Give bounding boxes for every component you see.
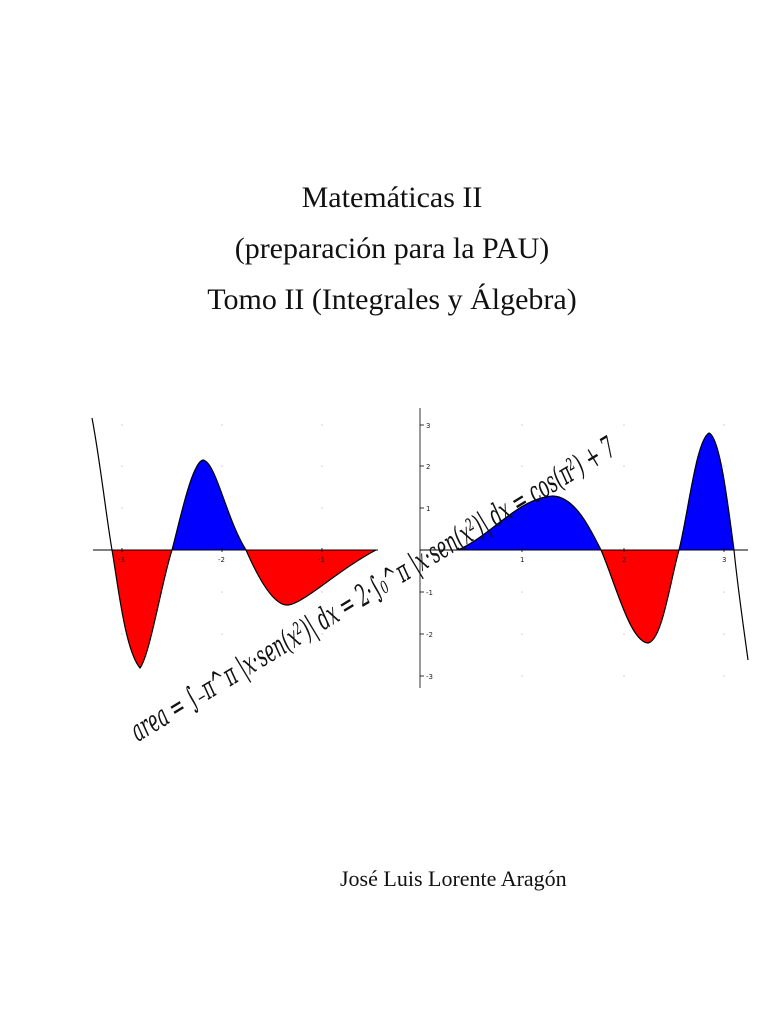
right-negative-lobe <box>601 550 679 643</box>
right-y-tick-neg2: -2 <box>426 631 433 639</box>
right-y-tick-1: 1 <box>426 505 430 513</box>
title-block: Matemáticas II (preparación para la PAU)… <box>0 172 768 325</box>
right-x-tick-1: 1 <box>520 556 524 564</box>
left-curve <box>91 417 377 669</box>
right-x-tick-3: 3 <box>722 556 726 564</box>
title-line-1: Matemáticas II <box>301 181 483 214</box>
right-y-tick-neg1: -1 <box>426 589 433 597</box>
cover-illustration: 3 2 1 -1 -2 -3 -3 -2 -1 1 2 3 area = ∫₋π… <box>91 408 749 749</box>
right-positive-lobe-1 <box>458 496 601 550</box>
right-y-tick-neg3: -3 <box>426 673 433 681</box>
right-curve <box>457 432 749 661</box>
right-y-tick-3: 3 <box>426 422 430 430</box>
right-x-tick-2: 2 <box>622 556 626 564</box>
right-y-tick-2: 2 <box>426 463 430 471</box>
title-line-3: Tomo II (Integrales y Álgebra) <box>207 283 577 316</box>
left-x-tick-neg2: -2 <box>218 556 225 564</box>
right-y-ticks <box>420 424 424 677</box>
right-x-ticks <box>521 548 725 552</box>
left-negative-lobe-2 <box>246 550 376 606</box>
left-negative-lobe-1 <box>112 550 172 668</box>
left-x-tick-neg3: -3 <box>118 556 125 564</box>
author-name: José Luis Lorente Aragón <box>340 866 567 891</box>
title-line-2: (preparación para la PAU) <box>234 232 550 265</box>
left-x-tick-neg1: -1 <box>318 556 325 564</box>
left-x-ticks <box>121 548 323 552</box>
